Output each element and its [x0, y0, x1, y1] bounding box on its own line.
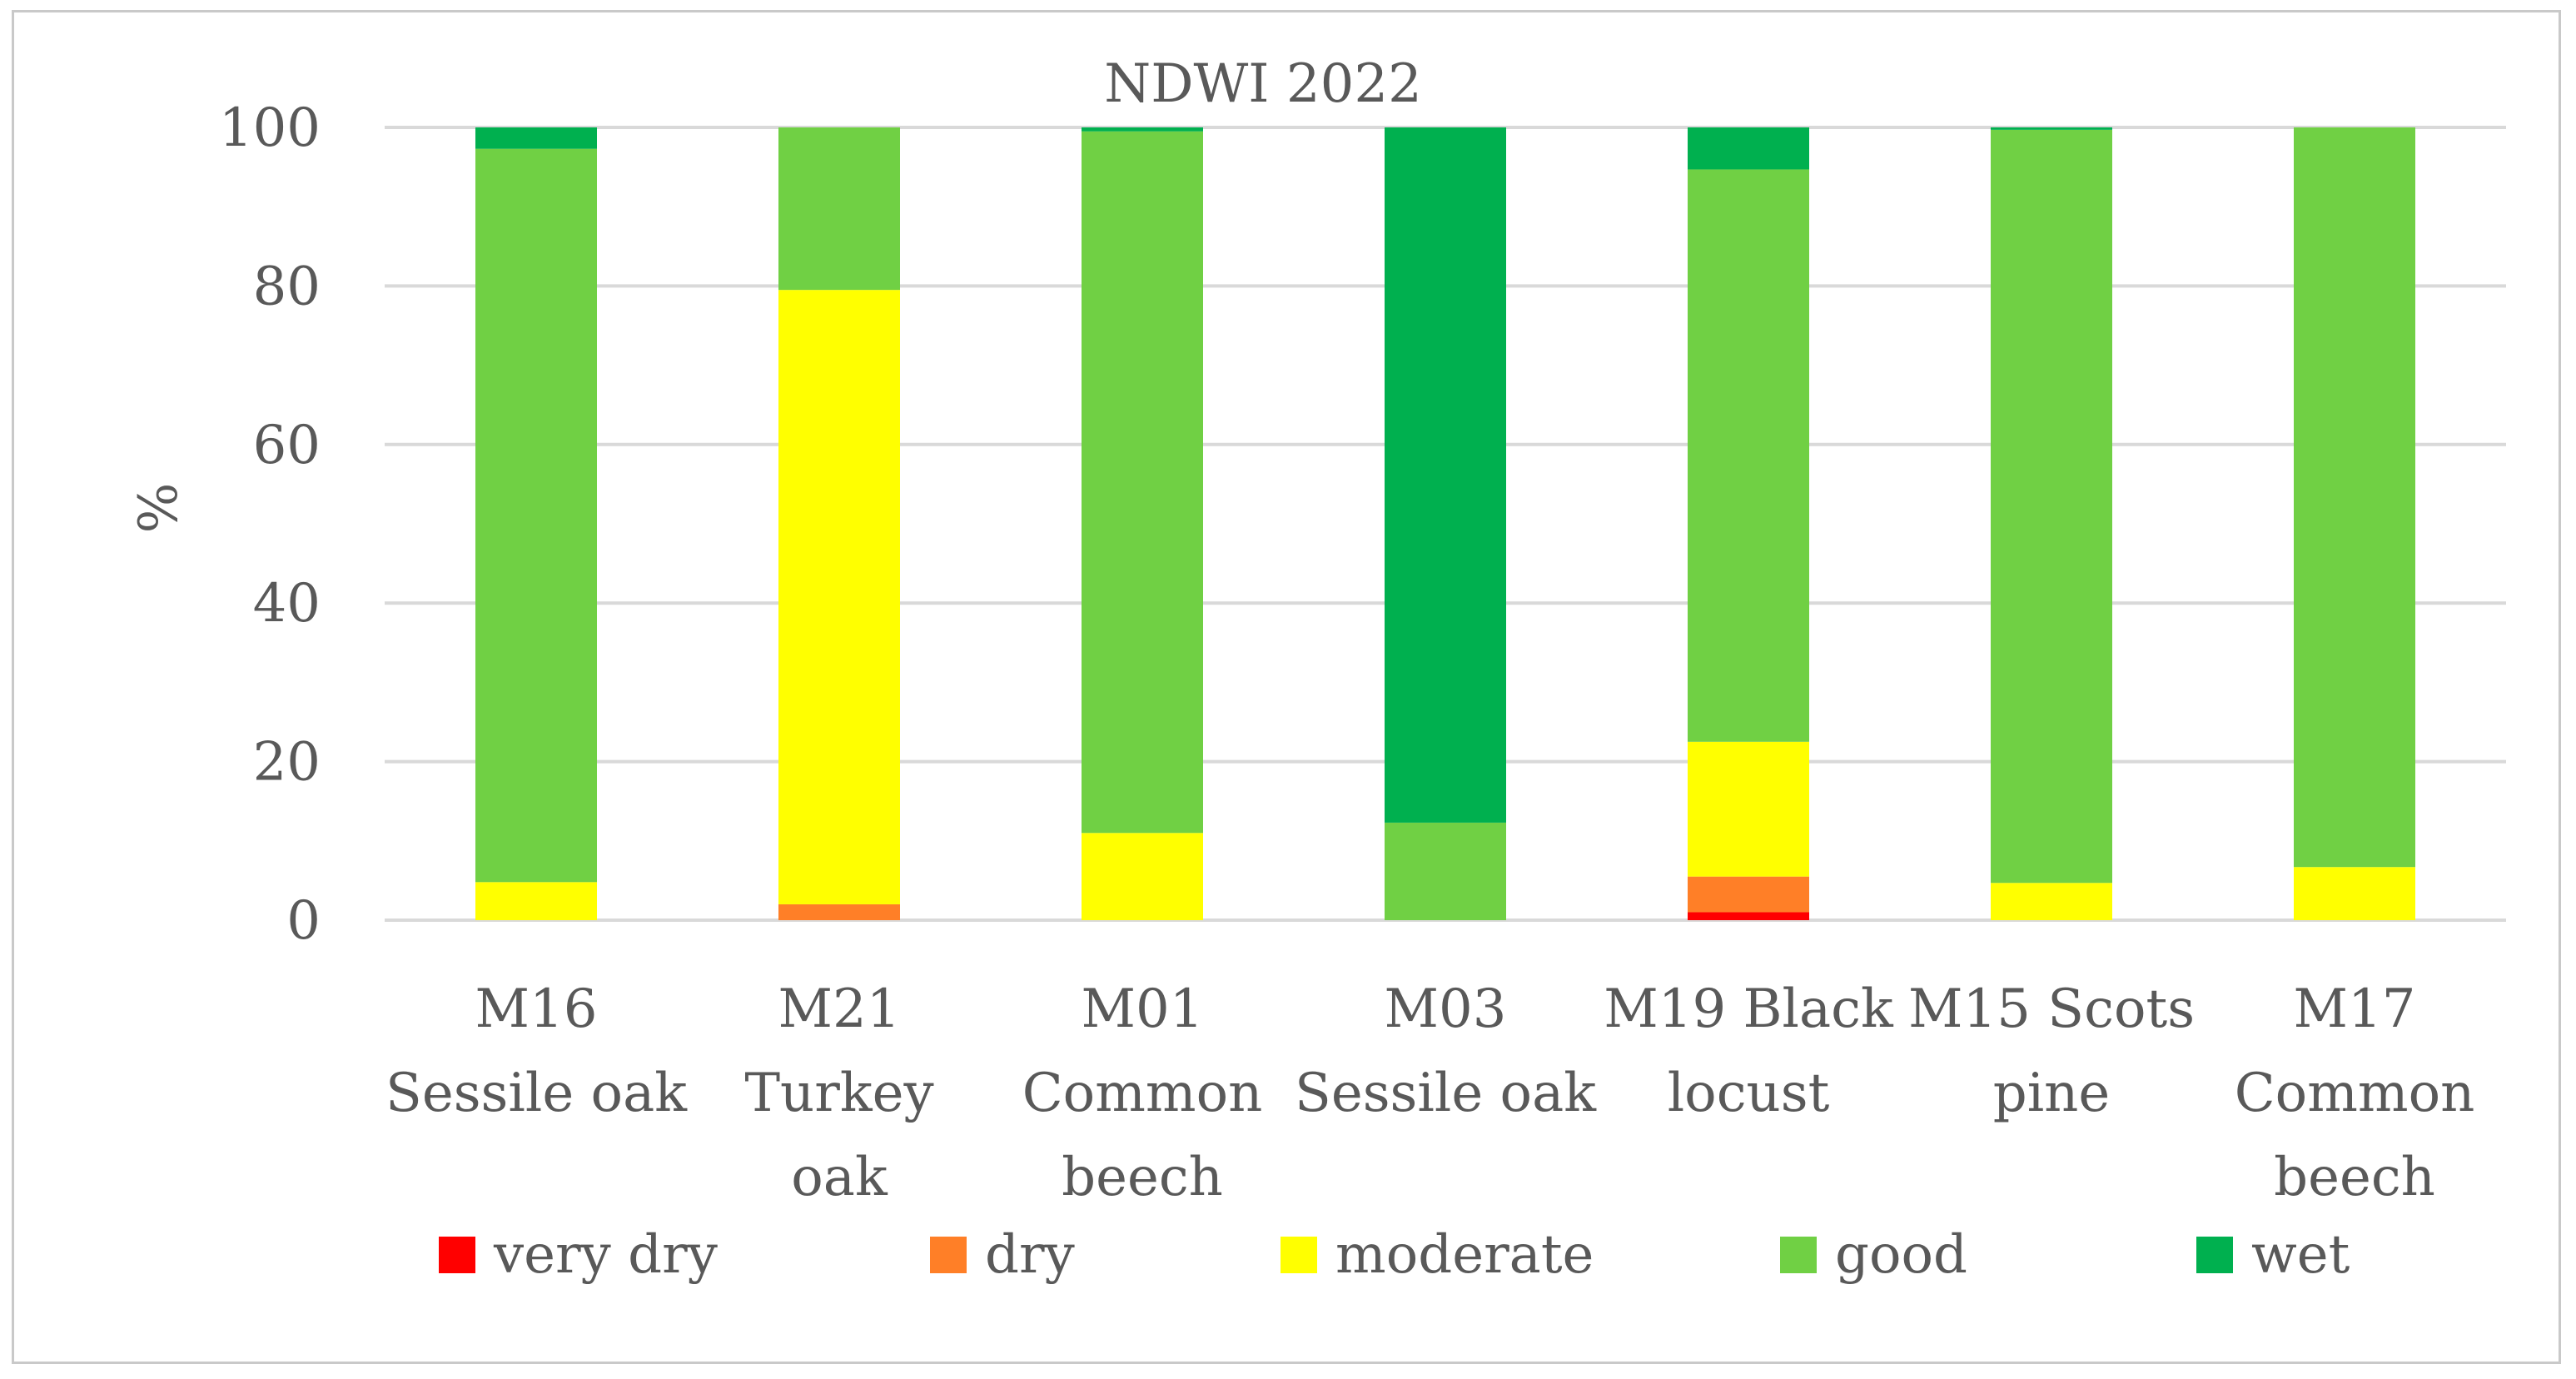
legend-swatch	[439, 1237, 475, 1273]
x-category-label-line: M03	[1385, 978, 1507, 1040]
bar-segment-wet	[1688, 127, 1809, 170]
legend-label: wet	[2251, 1224, 2350, 1286]
x-category-label-line: M19 Black	[1604, 978, 1894, 1040]
y-tick-label: 20	[253, 732, 321, 794]
bar-segment-moderate	[475, 882, 597, 920]
y-axis: 0 20 40 60 80 100	[219, 97, 321, 952]
x-category-label-line: Turkey	[744, 1063, 933, 1124]
legend: very dry dry moderate good wet	[439, 1224, 2350, 1286]
bar-segment-moderate	[1688, 741, 1809, 877]
x-category-label-line: Common	[2235, 1063, 2475, 1124]
x-category-label-line: Common	[1022, 1063, 1263, 1124]
x-category-label-line: locust	[1668, 1063, 1830, 1124]
x-category-label: M16 Sessile oak	[385, 978, 688, 1124]
x-axis: M16 Sessile oak M21 Turkey oak M01 Common beech…	[385, 978, 2474, 1208]
x-category-label-line: M15 Scots	[1908, 978, 2195, 1040]
legend-swatch	[1281, 1237, 1317, 1273]
bar-segment-good	[1991, 129, 2112, 884]
x-category-label-line: Sessile oak	[1295, 1063, 1597, 1124]
x-category-label-line: M16	[475, 978, 598, 1040]
x-category-label-line: oak	[791, 1147, 888, 1208]
chart-frame	[12, 10, 2561, 1364]
legend-swatch	[2196, 1237, 2233, 1273]
y-tick-label: 60	[253, 415, 321, 476]
bars	[475, 127, 2415, 920]
x-category-label: M17 Common beech	[2235, 978, 2475, 1208]
bar-segment-good	[1082, 131, 1203, 834]
x-category-label-line: M01	[1082, 978, 1204, 1040]
x-category-label-line: beech	[1062, 1147, 1223, 1208]
legend-label: good	[1835, 1224, 1967, 1286]
legend-label: dry	[985, 1224, 1075, 1286]
y-tick-label: 100	[219, 97, 321, 159]
bar-segment-good	[1385, 822, 1506, 920]
bar-segment-dry	[778, 904, 900, 920]
x-category-label: M19 Black locust	[1604, 978, 1894, 1124]
bar-segment-wet	[475, 127, 597, 149]
x-category-label-line: M21	[778, 978, 901, 1040]
legend-label: very dry	[493, 1224, 718, 1286]
x-category-label-line: pine	[1993, 1063, 2111, 1124]
bar-segment-very-dry	[1688, 912, 1809, 920]
bar-segment-wet	[1385, 127, 1506, 823]
legend-label: moderate	[1335, 1224, 1594, 1286]
bar-segment-wet	[1082, 127, 1203, 132]
bar-segment-moderate	[1991, 883, 2112, 920]
bar-segment-moderate	[2294, 867, 2415, 920]
x-category-label-line: M17	[2294, 978, 2416, 1040]
bar-segment-good	[1688, 169, 1809, 742]
bar-segment-moderate	[778, 290, 900, 904]
y-tick-label: 0	[286, 890, 321, 952]
y-axis-label: %	[128, 483, 190, 534]
legend-swatch	[1780, 1237, 1817, 1273]
x-category-label: M15 Scots pine	[1908, 978, 2195, 1124]
legend-swatch	[930, 1237, 967, 1273]
bar-segment-moderate	[1082, 833, 1203, 920]
y-tick-label: 40	[253, 573, 321, 635]
chart-title: NDWI 2022	[1104, 53, 1422, 115]
bar-segment-good	[475, 148, 597, 883]
y-tick-label: 80	[253, 256, 321, 317]
x-category-label: M01 Common beech	[1022, 978, 1263, 1208]
x-category-label: M21 Turkey oak	[744, 978, 933, 1208]
x-category-label-line: beech	[2274, 1147, 2435, 1208]
bar-segment-good	[2294, 127, 2415, 868]
x-category-label-line: Sessile oak	[385, 1063, 688, 1124]
bar-segment-dry	[1688, 876, 1809, 913]
bar-segment-good	[778, 127, 900, 291]
x-category-label: M03 Sessile oak	[1295, 978, 1597, 1124]
bar-segment-wet	[1991, 127, 2112, 130]
